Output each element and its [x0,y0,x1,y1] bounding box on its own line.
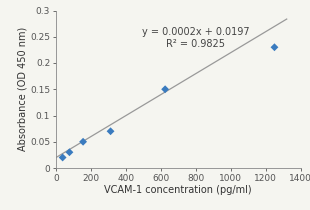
Y-axis label: Absorbance (OD 450 nm): Absorbance (OD 450 nm) [17,27,27,151]
Point [81,140,86,143]
X-axis label: VCAM-1 concentration (pg/ml): VCAM-1 concentration (pg/ml) [104,185,252,195]
Point [60,156,65,159]
Point [163,88,168,91]
Text: y = 0.0002x + 0.0197
R² = 0.9825: y = 0.0002x + 0.0197 R² = 0.9825 [142,27,250,49]
Point [108,130,113,133]
Point [67,151,72,154]
Point [272,46,277,49]
